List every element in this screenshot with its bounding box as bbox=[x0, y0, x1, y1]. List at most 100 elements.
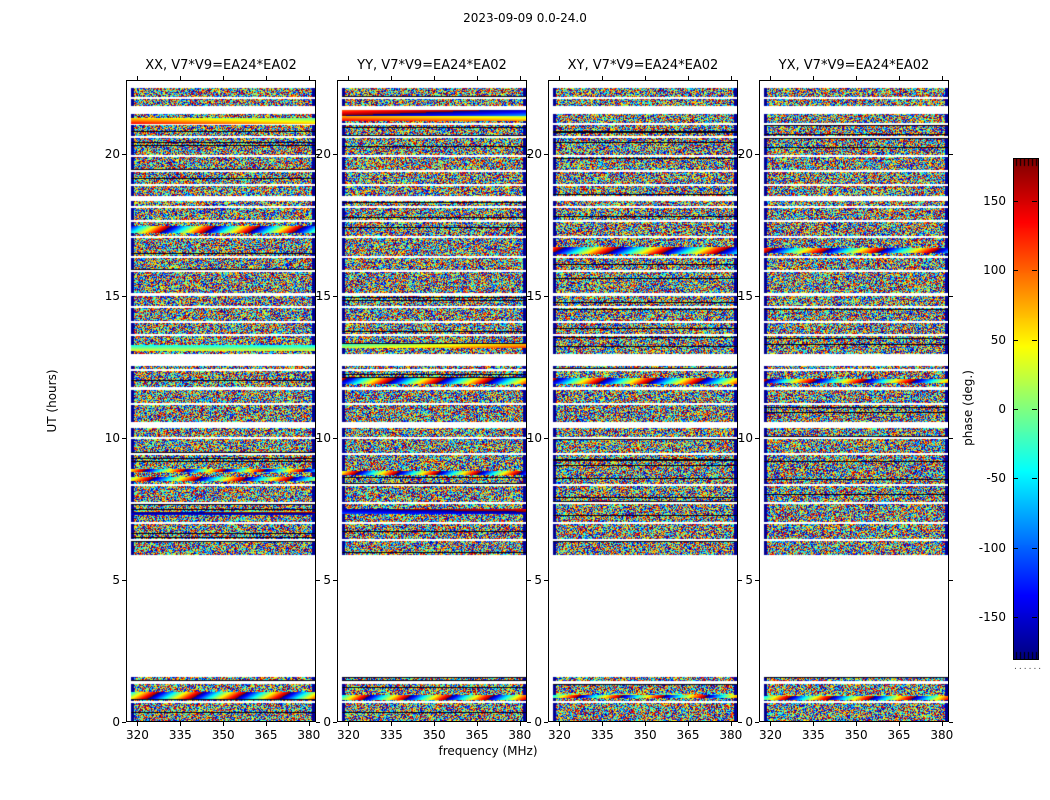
waterfall-image-yx bbox=[760, 81, 948, 721]
colorbar-tick-mark bbox=[1013, 200, 1018, 202]
y-tick-mark bbox=[122, 722, 126, 723]
x-tick-label: 380 bbox=[508, 728, 532, 742]
colorbar-tick-mark bbox=[1013, 409, 1018, 410]
y-tick-mark bbox=[333, 153, 337, 155]
y-tick-mark bbox=[333, 295, 337, 297]
x-tick-label: 335 bbox=[590, 728, 614, 742]
axes-frame-xx bbox=[126, 80, 316, 722]
y-tick-label: 10 bbox=[315, 430, 331, 445]
panel-yy[interactable]: YY, V7*V9=EA24*EA02 0 5 10 15 20 320 335 350 365 3… bbox=[316, 58, 532, 741]
y-tick-label: 20 bbox=[315, 146, 331, 161]
x-tick-mark bbox=[223, 76, 225, 80]
y-tick-label: 10 bbox=[526, 430, 542, 445]
y-tick-label: 5 bbox=[112, 572, 120, 587]
x-tick-mark bbox=[391, 722, 393, 726]
panel-xy[interactable]: XY, V7*V9=EA24*EA02 0 5 10 15 20 320 335 350 365 3… bbox=[527, 58, 743, 741]
x-tick-label: 335 bbox=[168, 728, 192, 742]
x-tick-label: 320 bbox=[125, 728, 149, 742]
y-tick-label: 20 bbox=[104, 146, 120, 161]
x-tick-mark bbox=[645, 76, 647, 80]
waterfall-image-yy bbox=[338, 81, 526, 721]
x-tick-mark bbox=[180, 722, 182, 726]
colorbar-ticks: 150 100 50 0 -50 -100 -150 bbox=[979, 158, 1037, 658]
y-tick-label: 5 bbox=[323, 572, 331, 587]
colorbar[interactable]: 150 100 50 0 -50 -100 -150 ...... bbox=[979, 158, 1041, 672]
colorbar-tick-label: 0 bbox=[998, 402, 1006, 416]
x-tick-label: 365 bbox=[254, 728, 278, 742]
y-tick-mark bbox=[122, 579, 126, 581]
y-tick-mark bbox=[738, 153, 742, 155]
panel-title-yy: YY, V7*V9=EA24*EA02 bbox=[357, 58, 507, 73]
x-tick-mark bbox=[602, 722, 604, 726]
x-tick-mark bbox=[856, 722, 858, 726]
x-tick-label: 365 bbox=[887, 728, 911, 742]
x-tick-mark bbox=[770, 76, 772, 80]
y-tick-mark bbox=[544, 722, 548, 723]
x-tick-label: 350 bbox=[422, 728, 446, 742]
y-tick-mark bbox=[316, 153, 320, 155]
x-tick-mark bbox=[348, 722, 350, 726]
colorbar-tick-label: -150 bbox=[978, 610, 1006, 625]
y-tick-mark bbox=[755, 153, 759, 155]
y-tick-mark bbox=[527, 153, 531, 155]
panel-title-xx: XX, V7*V9=EA24*EA02 bbox=[145, 58, 297, 73]
colorbar-tick-label: 100 bbox=[983, 263, 1006, 278]
waterfall-image-xx bbox=[127, 81, 315, 721]
x-tick-mark bbox=[730, 76, 732, 80]
figure-title: 2023-09-09 0.0-24.0 bbox=[463, 11, 587, 25]
x-tick-mark bbox=[434, 722, 436, 726]
y-tick-label: 15 bbox=[104, 288, 120, 303]
y-tick-label: 15 bbox=[315, 288, 331, 303]
colorbar-tick-mark bbox=[1013, 339, 1018, 341]
x-tick-mark bbox=[899, 722, 900, 726]
y-tick-label: 15 bbox=[737, 288, 753, 303]
y-tick-mark bbox=[316, 722, 320, 723]
colorbar-tick-label: 150 bbox=[983, 193, 1006, 208]
y-tick-label: 10 bbox=[737, 430, 753, 445]
colorbar-tick-mark bbox=[1032, 409, 1037, 410]
panel-xx[interactable]: XX, V7*V9=EA24*EA02 0 5 10 15 20 320 335 350 365 3… bbox=[105, 58, 321, 741]
colorbar-tick-mark bbox=[1032, 339, 1037, 341]
colorbar-tick-mark bbox=[1032, 547, 1037, 549]
colorbar-tick-mark bbox=[1013, 478, 1018, 480]
x-tick-mark bbox=[688, 722, 689, 726]
colorbar-under-marker: ...... bbox=[1014, 662, 1044, 672]
y-tick-mark bbox=[949, 722, 953, 723]
x-tick-mark bbox=[941, 722, 943, 726]
axes-frame-xy bbox=[548, 80, 738, 722]
x-tick-mark bbox=[266, 76, 267, 80]
x-tick-label: 350 bbox=[211, 728, 235, 742]
panel-title-yx: YX, V7*V9=EA24*EA02 bbox=[778, 58, 930, 73]
x-tick-mark bbox=[391, 76, 393, 80]
colorbar-tick-mark bbox=[1032, 200, 1037, 202]
y-tick-mark bbox=[527, 579, 531, 581]
y-tick-mark bbox=[544, 437, 548, 439]
y-tick-mark bbox=[949, 579, 953, 581]
y-tick-mark bbox=[544, 295, 548, 297]
panel-yx[interactable]: YX, V7*V9=EA24*EA02 0 5 10 15 20 320 335 350 365 3… bbox=[738, 58, 954, 741]
y-tick-mark bbox=[755, 437, 759, 439]
y-tick-mark bbox=[544, 153, 548, 155]
x-tick-label: 365 bbox=[676, 728, 700, 742]
y-tick-mark bbox=[949, 295, 953, 297]
x-tick-mark bbox=[434, 76, 436, 80]
y-tick-mark bbox=[122, 437, 126, 439]
x-tick-label: 320 bbox=[336, 728, 360, 742]
x-tick-mark bbox=[730, 722, 732, 726]
x-tick-mark bbox=[813, 76, 815, 80]
x-tick-mark bbox=[137, 722, 139, 726]
y-tick-mark bbox=[122, 295, 126, 297]
x-tick-label: 380 bbox=[719, 728, 743, 742]
x-tick-mark bbox=[180, 76, 182, 80]
colorbar-tick-mark bbox=[1013, 270, 1018, 272]
y-tick-mark bbox=[738, 437, 742, 439]
axes-frame-yx bbox=[759, 80, 949, 722]
x-tick-label: 350 bbox=[633, 728, 657, 742]
x-tick-label: 335 bbox=[379, 728, 403, 742]
x-tick-label: 365 bbox=[465, 728, 489, 742]
x-tick-mark bbox=[137, 76, 139, 80]
colorbar-tick-mark bbox=[1013, 547, 1018, 549]
y-tick-label: 5 bbox=[534, 572, 542, 587]
x-tick-mark bbox=[519, 76, 521, 80]
